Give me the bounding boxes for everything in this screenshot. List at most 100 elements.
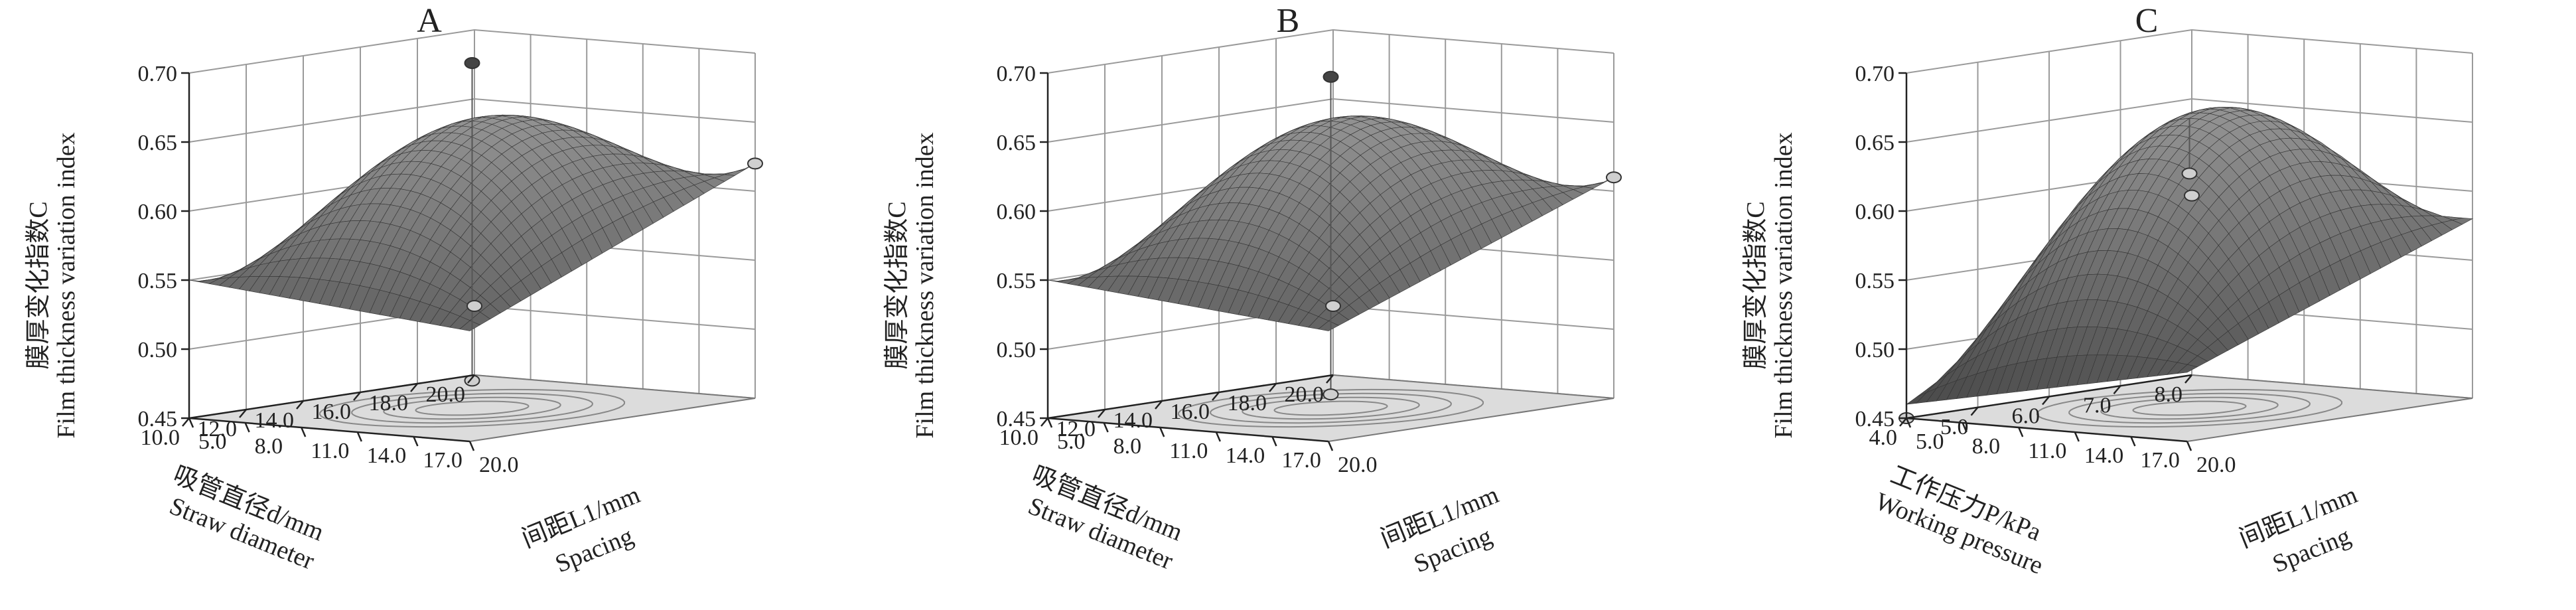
z-axis-label-en: Film thickness variation index [52, 132, 80, 438]
z-tick-label: 0.70 [997, 62, 1037, 86]
x-tick-label: 14.0 [1226, 443, 1265, 468]
y-tick-label: 7.0 [2083, 393, 2111, 418]
y-axis-line [1047, 374, 1334, 419]
y-tick-label: 16.0 [1171, 400, 1210, 424]
x-tick-label: 17.0 [1281, 448, 1321, 473]
design-point-marker [1323, 70, 1339, 83]
design-points [1323, 70, 1622, 401]
y-tick-label: 18.0 [369, 391, 409, 416]
surface-patch [1318, 321, 1340, 331]
y-axis-line [188, 374, 475, 419]
z-tick-label: 0.55 [997, 269, 1037, 293]
z-tick-label: 0.55 [138, 269, 178, 293]
x-axis-line [1906, 417, 2188, 443]
panel-title: C [2135, 2, 2159, 40]
x-tick-label: 17.0 [423, 448, 463, 473]
z-tick-label: 0.70 [1855, 62, 1895, 86]
x-axis-line [188, 417, 470, 443]
surface-plot-a: 0.45 0.50 0.55 0.60 0.65 0.70 5.0 8.0 11.0 14.0 17… [0, 0, 859, 607]
contour-line [1177, 388, 1484, 428]
contour-line [415, 400, 530, 416]
x-tick-mark [244, 422, 250, 433]
x-tick-label: 8.0 [1972, 434, 2001, 459]
design-point-marker [464, 57, 480, 69]
design-point-marker [2184, 189, 2200, 202]
z-tick-label: 0.50 [138, 338, 178, 362]
z-gridline [1047, 29, 1614, 74]
contour-line [2068, 392, 2311, 424]
y-tick-mark [1098, 409, 1106, 418]
z-tick-label: 0.45 [997, 407, 1037, 431]
x-tick-mark [1327, 441, 1334, 451]
x-tick-label: 20.0 [479, 453, 519, 477]
panel-title: A [417, 2, 442, 40]
x-tick-mark [413, 436, 419, 447]
z-tick-label: 0.60 [997, 200, 1037, 224]
y-tick-mark [2042, 396, 2050, 406]
contour-line [2036, 388, 2343, 428]
z-tick-label: 0.45 [1855, 407, 1895, 431]
x-tick-mark [1905, 418, 1912, 428]
z-tick-label: 0.50 [997, 338, 1037, 362]
x-tick-mark [2186, 441, 2192, 451]
floor-contours [2036, 388, 2343, 428]
y-tick-mark [296, 400, 304, 410]
x-tick-label: 5.0 [1916, 429, 1944, 454]
x-tick-label: 8.0 [255, 434, 283, 459]
surface-patch [459, 320, 481, 331]
x-tick-mark [2018, 427, 2024, 437]
z-tick-label: 0.60 [138, 200, 178, 224]
z-tick-label: 0.70 [138, 62, 178, 86]
y-tick-mark [410, 383, 418, 392]
design-point-marker [1606, 171, 1622, 184]
z-axis-label-en: Film thickness variation index [1770, 132, 1798, 438]
y-tick-mark [1326, 374, 1334, 384]
axes [1898, 72, 2192, 451]
surface-plot-b: 0.45 0.50 0.55 0.60 0.65 0.70 5.0 8.0 11.0 14.0 17… [859, 0, 1717, 607]
contour-line [2100, 396, 2279, 420]
z-axis-label-cn: 膜厚变化指数C [883, 201, 911, 369]
y-tick-label: 16.0 [312, 400, 352, 424]
x-tick-mark [1271, 436, 1277, 447]
surface-patch [2176, 364, 2198, 374]
x-tick-label: 11.0 [311, 439, 349, 463]
y-tick-label: 20.0 [1285, 382, 1324, 407]
z-tick-label: 0.50 [1855, 338, 1895, 362]
design-point-marker [1325, 300, 1341, 312]
x-tick-mark [188, 418, 194, 428]
x-tick-label: 11.0 [2028, 439, 2066, 463]
y-tick-mark [1269, 383, 1277, 392]
chart-svg-a: 0.45 0.50 0.55 0.60 0.65 0.70 5.0 8.0 11.0 14.0 17… [25, 2, 763, 578]
response-surface [188, 114, 756, 331]
design-point-marker [2181, 167, 2198, 180]
x-tick-mark [1215, 431, 1221, 442]
chart-svg-b: 0.45 0.50 0.55 0.60 0.65 0.70 5.0 8.0 11.0 14.0 17… [883, 2, 1622, 578]
contour-line [1210, 392, 1452, 424]
design-point-marker [466, 300, 482, 312]
y-tick-mark [1899, 418, 1907, 427]
chart-svg-c: 0.450.500.550.600.650.705.0 8.0 11.0 14.0 17… [1742, 2, 2474, 580]
z-axis-label-en: Film thickness variation index [911, 132, 939, 438]
z-gridline [1906, 29, 2473, 74]
contour-line [1273, 400, 1388, 416]
x-tick-label: 14.0 [2084, 443, 2124, 468]
x-tick-label: 17.0 [2140, 448, 2180, 473]
design-point-marker [747, 157, 763, 170]
x-tick-mark [2130, 436, 2136, 447]
y-tick-mark [1970, 406, 1979, 416]
y-tick-label: 18.0 [1228, 391, 1267, 416]
z-tick-label: 0.55 [1855, 269, 1895, 293]
axes [181, 72, 475, 451]
y-tick-label: 12.0 [1056, 417, 1096, 441]
x-tick-label: 8.0 [1113, 434, 1142, 459]
y-tick-mark [1212, 392, 1220, 401]
contour-line [2132, 400, 2247, 416]
floor-contours [1177, 388, 1484, 428]
panel-title: B [1277, 2, 1300, 40]
contour-line [1242, 396, 1420, 420]
y-tick-label: 6.0 [2012, 404, 2040, 429]
x-tick-mark [2074, 431, 2080, 442]
x-tick-label: 14.0 [367, 443, 407, 468]
axes [1040, 72, 1334, 451]
contour-line [351, 392, 593, 424]
